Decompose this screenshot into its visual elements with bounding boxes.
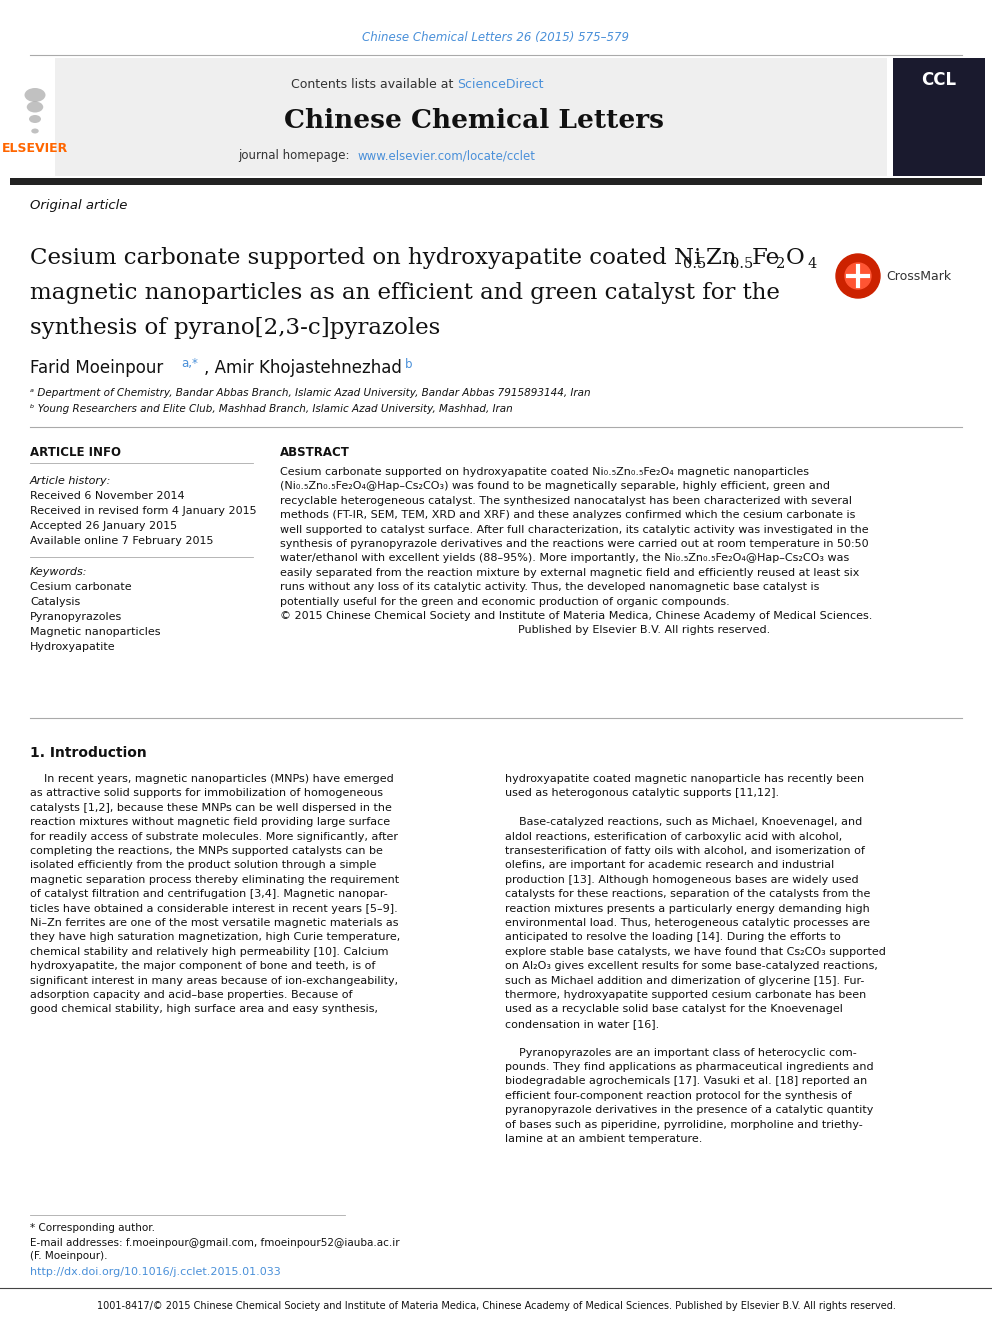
Text: Available online 7 February 2015: Available online 7 February 2015 (30, 536, 213, 546)
Text: E-mail addresses: f.moeinpour@gmail.com, fmoeinpour52@iauba.ac.ir: E-mail addresses: f.moeinpour@gmail.com,… (30, 1238, 400, 1248)
Text: Keywords:: Keywords: (30, 568, 87, 577)
Text: Magnetic nanoparticles: Magnetic nanoparticles (30, 627, 161, 636)
Text: Cesium carbonate: Cesium carbonate (30, 582, 132, 591)
Text: 1001-8417/© 2015 Chinese Chemical Society and Institute of Materia Medica, Chine: 1001-8417/© 2015 Chinese Chemical Societ… (96, 1301, 896, 1311)
Text: Cesium carbonate supported on hydroxyapatite coated Ni₀.₅Zn₀.₅Fe₂O₄ magnetic nan: Cesium carbonate supported on hydroxyapa… (280, 467, 872, 635)
Text: hydroxyapatite coated magnetic nanoparticle has recently been
used as heterogono: hydroxyapatite coated magnetic nanoparti… (505, 774, 886, 1144)
Bar (10, 179, 982, 185)
Ellipse shape (29, 115, 41, 123)
Text: In recent years, magnetic nanoparticles (MNPs) have emerged
as attractive solid : In recent years, magnetic nanoparticles … (30, 774, 400, 1015)
Text: ELSEVIER: ELSEVIER (2, 142, 68, 155)
Text: a,*: a,* (181, 357, 197, 370)
Ellipse shape (25, 89, 46, 102)
Text: ARTICLE INFO: ARTICLE INFO (30, 446, 121, 459)
Text: CrossMark: CrossMark (886, 270, 951, 283)
Text: 2: 2 (776, 257, 786, 271)
FancyBboxPatch shape (55, 58, 887, 176)
Text: CCL: CCL (922, 71, 956, 89)
Text: Zn: Zn (706, 247, 736, 269)
Text: Chinese Chemical Letters 26 (2015) 575–579: Chinese Chemical Letters 26 (2015) 575–5… (362, 32, 630, 45)
FancyBboxPatch shape (893, 58, 985, 176)
Text: Chinese Chemical Letters: Chinese Chemical Letters (284, 107, 664, 132)
Text: ScienceDirect: ScienceDirect (457, 78, 544, 90)
Text: Article history:: Article history: (30, 476, 111, 486)
Circle shape (836, 254, 880, 298)
Text: Received in revised form 4 January 2015: Received in revised form 4 January 2015 (30, 505, 257, 516)
Text: Accepted 26 January 2015: Accepted 26 January 2015 (30, 521, 178, 531)
Text: www.elsevier.com/locate/cclet: www.elsevier.com/locate/cclet (357, 149, 535, 163)
Text: Fe: Fe (752, 247, 780, 269)
Text: magnetic nanoparticles as an efficient and green catalyst for the: magnetic nanoparticles as an efficient a… (30, 282, 780, 304)
Text: ᵇ Young Researchers and Elite Club, Mashhad Branch, Islamic Azad University, Mas: ᵇ Young Researchers and Elite Club, Mash… (30, 404, 513, 414)
Text: Hydroxyapatite: Hydroxyapatite (30, 642, 116, 652)
Text: * Corresponding author.: * Corresponding author. (30, 1222, 155, 1233)
Text: , Amir Khojastehnezhad: , Amir Khojastehnezhad (204, 359, 407, 377)
Circle shape (845, 263, 871, 288)
Text: Cesium carbonate supported on hydroxyapatite coated Ni: Cesium carbonate supported on hydroxyapa… (30, 247, 701, 269)
Ellipse shape (27, 102, 44, 112)
Text: 0.5: 0.5 (730, 257, 753, 271)
Text: ᵃ Department of Chemistry, Bandar Abbas Branch, Islamic Azad University, Bandar : ᵃ Department of Chemistry, Bandar Abbas … (30, 388, 590, 398)
Text: Contents lists available at: Contents lists available at (291, 78, 457, 90)
Text: synthesis of pyrano[2,3-c]pyrazoles: synthesis of pyrano[2,3-c]pyrazoles (30, 318, 440, 339)
Text: 1. Introduction: 1. Introduction (30, 746, 147, 759)
Text: journal homepage:: journal homepage: (238, 149, 357, 163)
Text: O: O (786, 247, 805, 269)
Text: Original article: Original article (30, 200, 127, 213)
Text: http://dx.doi.org/10.1016/j.cclet.2015.01.033: http://dx.doi.org/10.1016/j.cclet.2015.0… (30, 1267, 281, 1277)
Text: Pyranopyrazoles: Pyranopyrazoles (30, 613, 122, 622)
Text: 0.5: 0.5 (683, 257, 706, 271)
Text: b: b (405, 357, 413, 370)
Ellipse shape (32, 128, 39, 134)
Text: Farid Moeinpour: Farid Moeinpour (30, 359, 169, 377)
Text: (F. Moeinpour).: (F. Moeinpour). (30, 1252, 107, 1261)
Text: ABSTRACT: ABSTRACT (280, 446, 350, 459)
Text: Received 6 November 2014: Received 6 November 2014 (30, 491, 185, 501)
Text: Catalysis: Catalysis (30, 597, 80, 607)
Text: 4: 4 (808, 257, 817, 271)
